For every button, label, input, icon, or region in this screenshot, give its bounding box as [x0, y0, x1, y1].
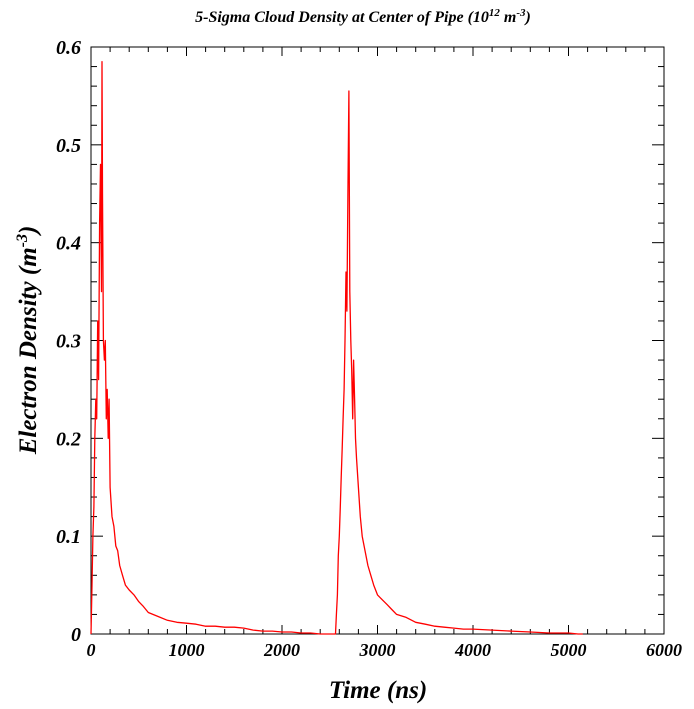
x-tick-label: 6000	[646, 640, 682, 660]
plot-frame	[90, 46, 665, 635]
y-tick-label: 0	[71, 624, 81, 646]
y-tick-label: 0.5	[56, 135, 81, 157]
chart-title-main: 5-Sigma Cloud Density at Center of Pipe …	[195, 9, 489, 26]
x-tick-label: 1000	[169, 640, 205, 660]
x-axis-label: Time (ns)	[329, 677, 427, 704]
series-line	[90, 61, 583, 635]
y-axis-label-exp: -3	[14, 234, 31, 247]
y-tick-label: 0.4	[56, 233, 81, 255]
y-tick-label: 0.2	[56, 428, 81, 450]
x-tick-label: 2000	[263, 640, 300, 660]
chart-title-exp2: -3	[516, 7, 526, 19]
axis-ticks	[90, 46, 665, 635]
chart-title-mid: m	[500, 9, 516, 26]
chart-title-end: )	[524, 9, 531, 26]
x-tick-label: 3000	[359, 640, 396, 660]
chart-title-exp1: 12	[489, 7, 501, 19]
y-tick-label: 0.6	[56, 37, 81, 59]
x-tick-label: 5000	[551, 640, 587, 660]
x-tick-label: 0	[87, 640, 96, 660]
x-tick-label: 4000	[454, 640, 491, 660]
y-axis-label-main: Electron Density (m	[15, 247, 42, 455]
y-axis-label: Electron Density (m-3)	[14, 226, 42, 456]
chart-title: 5-Sigma Cloud Density at Center of Pipe …	[195, 7, 531, 26]
x-tick-labels: 0 1000 2000 3000 4000 5000 6000	[87, 640, 683, 660]
y-tick-label: 0.3	[56, 331, 81, 353]
y-tick-labels: 0 0.1 0.2 0.3 0.4 0.5 0.6	[56, 37, 81, 646]
y-axis-label-end: )	[15, 226, 42, 236]
y-tick-label: 0.1	[56, 526, 81, 548]
